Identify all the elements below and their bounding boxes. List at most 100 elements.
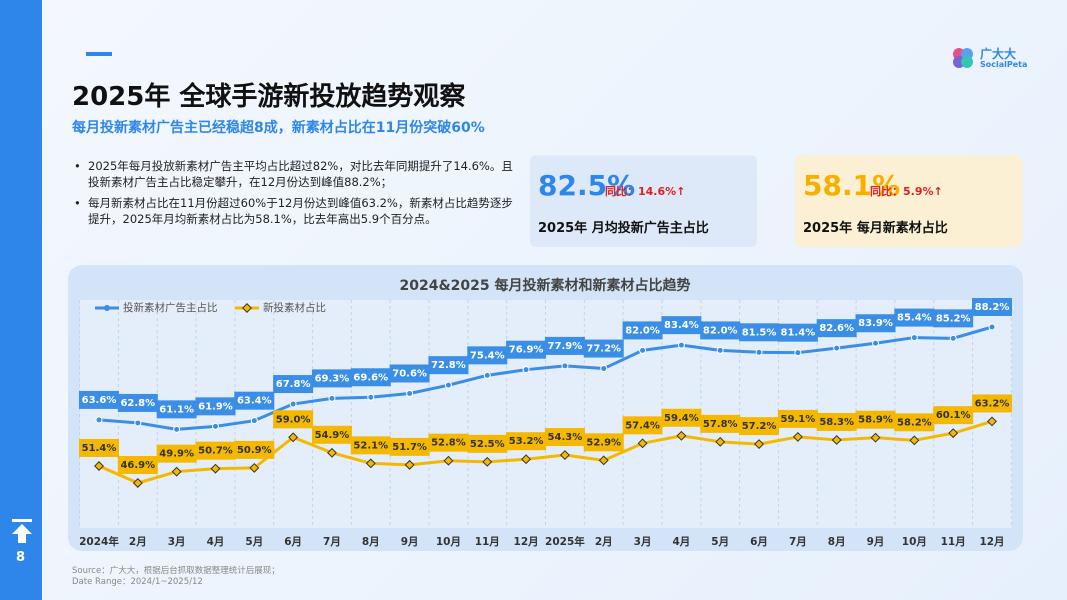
source-line: Date Range：2024/1~2025/12 bbox=[72, 577, 203, 587]
label-box bbox=[739, 323, 780, 342]
x-tick-label: 7月 bbox=[323, 536, 341, 548]
label-box bbox=[777, 409, 818, 428]
label-box bbox=[739, 417, 780, 436]
data-label: 82.0% bbox=[703, 325, 738, 336]
label-box bbox=[894, 308, 935, 327]
point bbox=[600, 365, 608, 373]
series-line bbox=[98, 419, 993, 485]
card: 82.5% 同比：14.6%↑ 2025年 月均投新广告主占比 bbox=[530, 155, 757, 247]
label-box bbox=[700, 414, 741, 433]
label-box bbox=[544, 428, 585, 447]
label-box bbox=[544, 336, 585, 355]
x-tick-label: 12月 bbox=[979, 536, 1004, 548]
data-label: 63.4% bbox=[237, 396, 272, 407]
label-box bbox=[700, 321, 741, 340]
data-label: 85.2% bbox=[936, 313, 971, 324]
data-label: 61.1% bbox=[159, 404, 194, 415]
x-tick-label: 2月 bbox=[129, 536, 147, 548]
label-box bbox=[506, 340, 547, 359]
data-label: 52.9% bbox=[586, 437, 621, 448]
source-line: Source：广大大，根据后台抓取数据整理统计后展现； bbox=[72, 566, 280, 576]
point bbox=[639, 346, 647, 354]
label-box bbox=[350, 368, 391, 387]
data-label: 81.4% bbox=[781, 328, 816, 339]
point bbox=[561, 362, 569, 370]
legend-label: 新投素材占比 bbox=[263, 301, 326, 314]
x-tick-label: 2024年 bbox=[79, 535, 119, 548]
point bbox=[910, 334, 918, 342]
data-label: 52.8% bbox=[431, 438, 466, 449]
data-label: 50.7% bbox=[198, 446, 233, 457]
legend-marker bbox=[104, 305, 110, 311]
label-box bbox=[467, 346, 508, 365]
data-label: 53.2% bbox=[509, 436, 544, 447]
label-box bbox=[311, 425, 352, 444]
data-label: 69.6% bbox=[353, 372, 388, 383]
point bbox=[443, 455, 454, 466]
point bbox=[94, 461, 104, 471]
card-label: 2025年 每月新素材占比 bbox=[803, 221, 948, 236]
label-box bbox=[79, 390, 119, 409]
label-box bbox=[79, 439, 119, 458]
point bbox=[367, 393, 375, 401]
data-label: 63.6% bbox=[82, 395, 117, 406]
data-label: 58.9% bbox=[858, 415, 893, 426]
label-box bbox=[816, 319, 857, 338]
data-label: 83.9% bbox=[858, 318, 893, 329]
title: 2025年 全球手游新投放趋势观察 bbox=[72, 82, 466, 112]
data-label: 69.3% bbox=[315, 373, 350, 384]
label-box bbox=[777, 323, 818, 342]
data-label: 54.3% bbox=[548, 432, 583, 443]
data-label: 60.1% bbox=[936, 410, 971, 421]
top-icon[interactable] bbox=[0, 515, 42, 575]
data-label: 59.0% bbox=[276, 414, 311, 425]
data-label: 59.4% bbox=[664, 413, 699, 424]
label-box bbox=[195, 441, 236, 460]
x-tick-label: 6月 bbox=[284, 536, 302, 548]
point bbox=[249, 462, 260, 473]
label-box bbox=[156, 400, 197, 419]
x-tick-label: 5月 bbox=[245, 536, 263, 548]
label-box bbox=[428, 356, 469, 375]
point bbox=[677, 341, 685, 349]
label-box bbox=[350, 436, 391, 455]
label-box bbox=[622, 416, 663, 435]
x-tick-label: 4月 bbox=[672, 536, 690, 548]
card: 58.1% 同比：5.9%↑ 2025年 每月新素材占比 bbox=[795, 155, 1022, 247]
point bbox=[831, 434, 842, 445]
point bbox=[211, 422, 219, 430]
data-label: 58.3% bbox=[819, 417, 854, 428]
point bbox=[521, 454, 532, 465]
label-box bbox=[661, 408, 702, 427]
label-box bbox=[583, 433, 624, 452]
point bbox=[833, 344, 841, 352]
point bbox=[637, 438, 648, 449]
data-label: 57.2% bbox=[742, 421, 777, 432]
label-box bbox=[389, 364, 430, 383]
point bbox=[909, 435, 920, 446]
point bbox=[210, 463, 221, 474]
subtitle: 每月投新素材广告主已经稳超8成，新素材占比在11月份突破60% bbox=[72, 120, 485, 136]
point bbox=[987, 416, 997, 427]
point bbox=[482, 456, 493, 467]
point bbox=[444, 381, 452, 389]
point bbox=[171, 466, 182, 477]
label-box bbox=[117, 456, 158, 474]
label-box bbox=[234, 391, 275, 410]
label-box bbox=[855, 314, 896, 333]
data-label: 75.4% bbox=[470, 350, 505, 361]
x-tick-label: 8月 bbox=[828, 536, 846, 548]
label-box bbox=[622, 321, 663, 340]
label-box bbox=[156, 444, 197, 463]
x-tick-label: 3月 bbox=[634, 536, 652, 548]
logo-name: 广大大 bbox=[980, 47, 1017, 61]
card-value: 58.1% bbox=[803, 169, 901, 202]
label-box bbox=[467, 434, 508, 453]
label-box bbox=[816, 412, 857, 431]
point bbox=[792, 431, 803, 442]
x-tick-label: 12月 bbox=[514, 536, 539, 548]
card-change: 同比：14.6%↑ bbox=[605, 185, 686, 198]
label-box bbox=[273, 375, 314, 394]
source: Source：广大大，根据后台抓取数据整理统计后展现； Date Range：20… bbox=[72, 566, 280, 588]
data-label: 51.7% bbox=[392, 442, 427, 453]
